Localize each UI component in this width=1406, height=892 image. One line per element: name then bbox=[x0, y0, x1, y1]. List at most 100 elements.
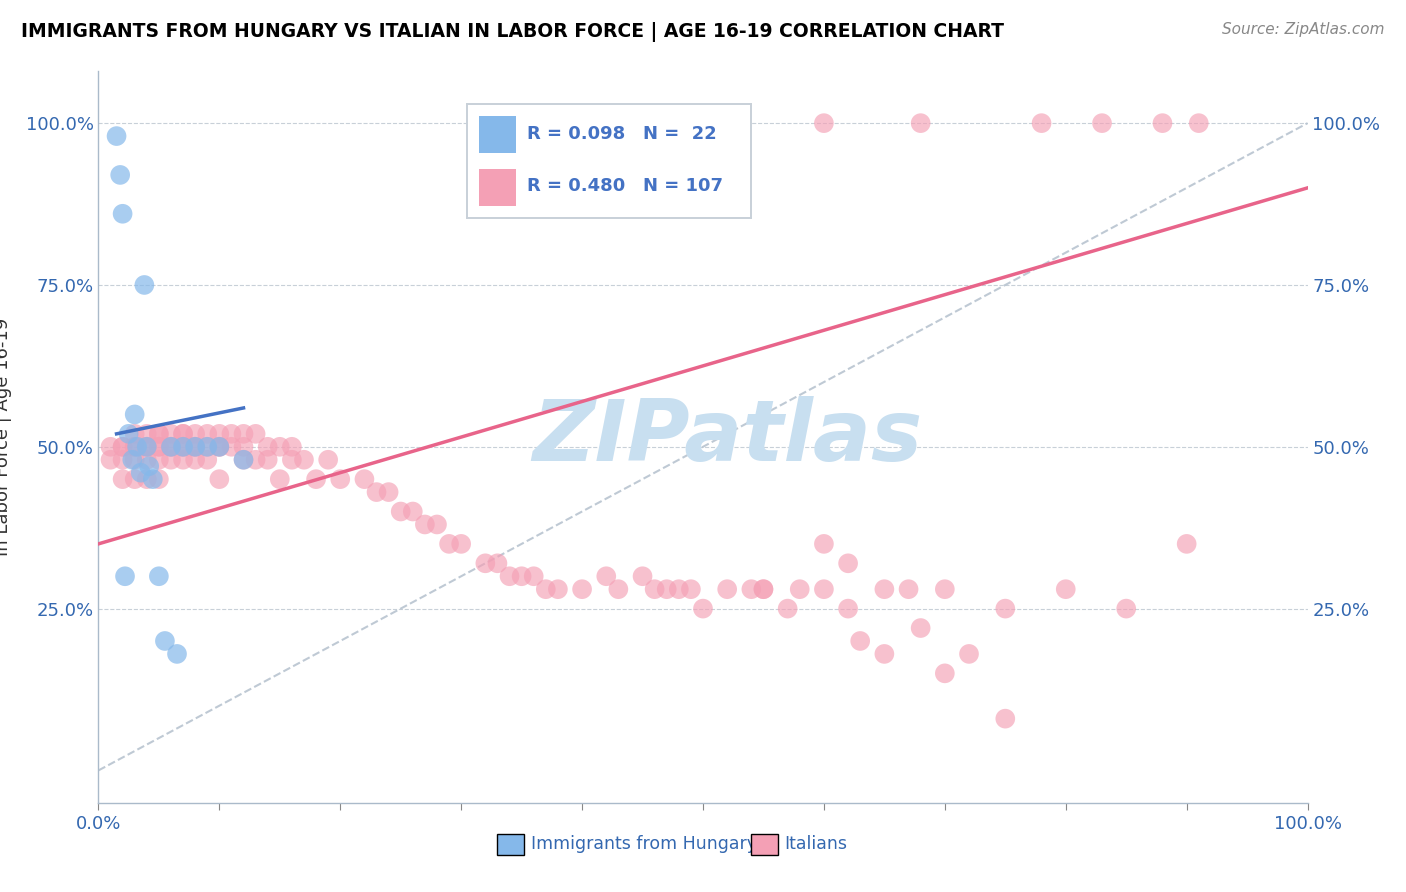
FancyBboxPatch shape bbox=[751, 833, 778, 855]
Point bbox=[668, 582, 690, 597]
Point bbox=[184, 452, 207, 467]
Point bbox=[105, 129, 128, 144]
Point bbox=[172, 440, 194, 454]
Point bbox=[994, 601, 1017, 615]
Point bbox=[114, 569, 136, 583]
Point bbox=[118, 426, 141, 441]
Point bbox=[184, 440, 207, 454]
Point bbox=[100, 440, 122, 454]
Point bbox=[510, 569, 533, 583]
Point bbox=[269, 440, 291, 454]
Point bbox=[256, 452, 278, 467]
Point bbox=[413, 517, 436, 532]
Text: Italians: Italians bbox=[785, 836, 846, 854]
Point bbox=[837, 601, 859, 615]
Point bbox=[498, 569, 520, 583]
Point bbox=[329, 472, 352, 486]
Point bbox=[934, 666, 956, 681]
Point bbox=[172, 426, 194, 441]
Point bbox=[1054, 582, 1077, 597]
Point bbox=[135, 452, 157, 467]
Point bbox=[486, 557, 509, 571]
Point bbox=[571, 582, 593, 597]
Point bbox=[837, 557, 859, 571]
Point bbox=[195, 440, 218, 454]
Point bbox=[1031, 116, 1053, 130]
Point bbox=[135, 472, 157, 486]
Point bbox=[172, 452, 194, 467]
Point bbox=[166, 647, 188, 661]
Point bbox=[124, 440, 146, 454]
Point bbox=[716, 582, 738, 597]
Point bbox=[208, 440, 231, 454]
Point bbox=[426, 517, 449, 532]
Point bbox=[111, 207, 134, 221]
Point bbox=[124, 472, 146, 486]
Point bbox=[873, 647, 896, 661]
Point bbox=[172, 426, 194, 441]
Point bbox=[129, 466, 152, 480]
Point bbox=[1115, 601, 1137, 615]
Point bbox=[221, 426, 243, 441]
Point bbox=[121, 452, 143, 467]
Point bbox=[232, 426, 254, 441]
Point bbox=[389, 504, 412, 518]
Point bbox=[245, 426, 267, 441]
Point bbox=[534, 582, 557, 597]
Point bbox=[148, 440, 170, 454]
Point bbox=[910, 621, 932, 635]
Point bbox=[160, 440, 183, 454]
Point bbox=[377, 485, 399, 500]
Point bbox=[184, 440, 207, 454]
Point bbox=[195, 440, 218, 454]
Point bbox=[994, 712, 1017, 726]
Point bbox=[631, 569, 654, 583]
Point bbox=[813, 537, 835, 551]
Point bbox=[111, 472, 134, 486]
Point bbox=[142, 472, 165, 486]
Point bbox=[148, 569, 170, 583]
Point bbox=[595, 569, 617, 583]
Point bbox=[281, 440, 304, 454]
Point bbox=[148, 426, 170, 441]
Point bbox=[208, 426, 231, 441]
Point bbox=[124, 408, 146, 422]
Point bbox=[208, 440, 231, 454]
Point bbox=[450, 537, 472, 551]
Point bbox=[108, 168, 131, 182]
Point bbox=[1188, 116, 1211, 130]
Point bbox=[111, 440, 134, 454]
Text: ZIPatlas: ZIPatlas bbox=[531, 395, 922, 479]
Point bbox=[135, 426, 157, 441]
Point bbox=[160, 452, 183, 467]
Point bbox=[1175, 537, 1198, 551]
Point bbox=[269, 472, 291, 486]
Point bbox=[523, 569, 546, 583]
FancyBboxPatch shape bbox=[498, 833, 524, 855]
Point bbox=[135, 440, 157, 454]
Point bbox=[127, 440, 149, 454]
Point bbox=[353, 472, 375, 486]
Point bbox=[813, 582, 835, 597]
Point bbox=[135, 440, 157, 454]
Point bbox=[679, 582, 702, 597]
Point bbox=[184, 426, 207, 441]
Point bbox=[366, 485, 388, 500]
Point bbox=[607, 582, 630, 597]
Point bbox=[160, 426, 183, 441]
Point bbox=[402, 504, 425, 518]
Point bbox=[1152, 116, 1174, 130]
Y-axis label: In Labor Force | Age 16-19: In Labor Force | Age 16-19 bbox=[0, 318, 11, 557]
Point bbox=[256, 440, 278, 454]
Point bbox=[474, 557, 496, 571]
Point bbox=[172, 440, 194, 454]
Text: Source: ZipAtlas.com: Source: ZipAtlas.com bbox=[1222, 22, 1385, 37]
Point bbox=[232, 452, 254, 467]
Point bbox=[897, 582, 920, 597]
Point bbox=[124, 440, 146, 454]
Point bbox=[655, 582, 678, 597]
Point bbox=[124, 426, 146, 441]
Point bbox=[547, 582, 569, 597]
Point bbox=[281, 452, 304, 467]
Point bbox=[910, 116, 932, 130]
